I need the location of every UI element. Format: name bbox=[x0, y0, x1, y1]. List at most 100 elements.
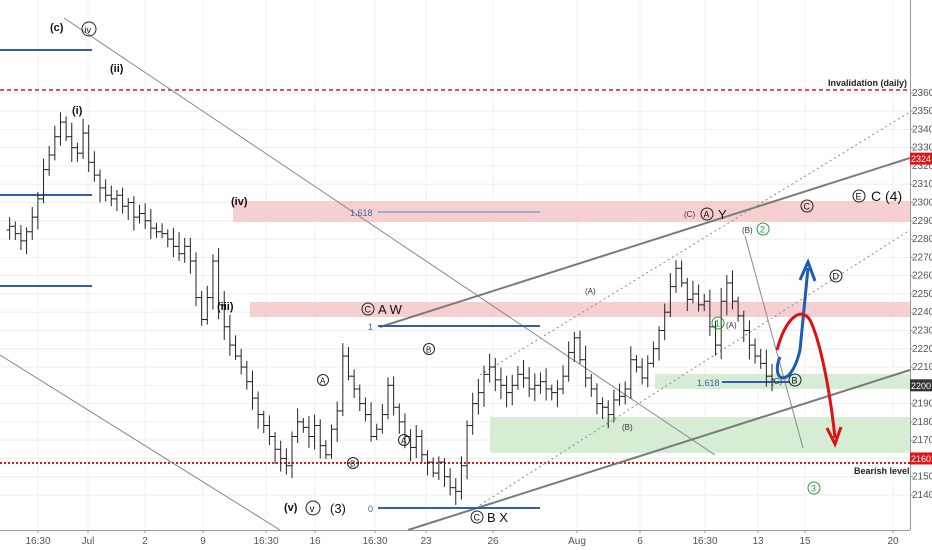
wave-label-c-top: (c) bbox=[50, 22, 64, 34]
time-axis[interactable]: 16:30 Jul 2 9 16:30 16 16:30 23 26 Aug 6 16:30 13 15 2… bbox=[0, 530, 910, 547]
candle bbox=[401, 413, 408, 449]
wave-label-c-paren2: (C) bbox=[771, 377, 782, 386]
price-axis[interactable]: 2140 2150 2160 2170 2180 2190 2200 2210 2220 2230… bbox=[910, 0, 932, 550]
candle bbox=[526, 367, 533, 397]
candle bbox=[334, 401, 341, 442]
price-tick-label: 2230 bbox=[912, 325, 932, 336]
candle bbox=[63, 116, 70, 141]
candle bbox=[610, 389, 617, 423]
candle bbox=[571, 331, 578, 362]
wave-label-iv-mid: (iv) bbox=[231, 196, 248, 208]
wave-label-a2: A bbox=[401, 437, 407, 446]
candle bbox=[130, 196, 137, 231]
wave-circle-c-bx bbox=[470, 510, 484, 524]
candle bbox=[255, 391, 262, 429]
price-tick-label: 2250 bbox=[912, 289, 932, 300]
candle bbox=[599, 397, 606, 420]
price-tags: 2324 2200 2160 bbox=[910, 152, 932, 465]
time-tick-label: Jul bbox=[82, 536, 95, 547]
candle bbox=[577, 330, 583, 364]
time-tick-label: 9 bbox=[200, 536, 206, 547]
time-tick-label: 13 bbox=[752, 536, 764, 547]
wave-circle-b2 bbox=[423, 343, 435, 355]
resistance-zone-upper bbox=[233, 201, 910, 222]
candle bbox=[503, 375, 510, 408]
wave-label-three-paren: (3) bbox=[330, 501, 346, 516]
price-tag-bg bbox=[910, 452, 932, 465]
candle bbox=[418, 429, 425, 463]
candle bbox=[74, 142, 81, 162]
candle bbox=[385, 377, 391, 420]
fib-1618-label-lower: 1.618 bbox=[697, 378, 720, 388]
candle bbox=[46, 145, 53, 176]
price-tick-label: 2280 bbox=[912, 234, 932, 245]
price-tick-label: 2300 bbox=[912, 198, 932, 209]
candle bbox=[729, 270, 736, 310]
wave-c-projection-line bbox=[744, 235, 804, 449]
candle bbox=[91, 151, 98, 182]
candle bbox=[752, 338, 759, 364]
price-tick-label: 2270 bbox=[912, 252, 932, 263]
time-tick-label: 16:30 bbox=[253, 536, 278, 547]
time-tick-label: 16:30 bbox=[692, 536, 717, 547]
candle bbox=[678, 260, 685, 287]
wave-label-c-bx: C bbox=[474, 513, 481, 523]
candle bbox=[435, 456, 442, 481]
candle bbox=[85, 124, 92, 172]
candle bbox=[119, 187, 126, 214]
candle bbox=[29, 207, 36, 240]
wave-label-e: E bbox=[856, 192, 862, 202]
price-tick-label: 2180 bbox=[912, 417, 932, 428]
candle bbox=[441, 458, 448, 487]
price-tick-label: 2350 bbox=[912, 106, 932, 117]
price-tick-label: 2320 bbox=[912, 161, 932, 172]
candle bbox=[667, 273, 674, 318]
wave-label-c-paren: (C) bbox=[684, 210, 695, 219]
wave-label-d: D bbox=[833, 272, 840, 282]
candle bbox=[289, 431, 295, 479]
time-tick-label: Aug bbox=[568, 536, 586, 547]
candle bbox=[193, 252, 199, 307]
candle bbox=[339, 343, 346, 417]
wave-label-c-right: C bbox=[804, 202, 811, 212]
candle bbox=[588, 373, 595, 397]
time-tick-label: 15 bbox=[799, 536, 811, 547]
price-tick-label: 2150 bbox=[912, 472, 932, 483]
price-tick-label: 2360 bbox=[912, 88, 932, 99]
candle bbox=[656, 326, 663, 361]
candle bbox=[396, 403, 403, 434]
wave-label-b3: B bbox=[792, 376, 798, 386]
candle bbox=[622, 381, 629, 405]
candle bbox=[294, 408, 301, 444]
candle bbox=[249, 370, 256, 410]
candle bbox=[520, 360, 527, 388]
wave-label-i: (i) bbox=[72, 105, 83, 117]
wave-circle-e bbox=[852, 189, 866, 203]
wave-circle-b1 bbox=[347, 457, 359, 469]
candle bbox=[413, 424, 420, 459]
candles bbox=[6, 112, 775, 505]
candle bbox=[362, 397, 369, 422]
wave-label-y: Y bbox=[718, 207, 727, 222]
candle bbox=[430, 457, 437, 478]
price-tick-label: 2240 bbox=[912, 307, 932, 318]
wave-label-b-paren2: (B) bbox=[742, 226, 753, 235]
candle bbox=[232, 335, 239, 360]
downtrend-line-upper bbox=[63, 17, 716, 456]
price-tick-label: 2170 bbox=[912, 435, 932, 446]
candle bbox=[379, 404, 386, 434]
candle bbox=[170, 227, 177, 258]
price-tick-label: 2290 bbox=[912, 216, 932, 227]
candle bbox=[204, 285, 211, 325]
candle bbox=[514, 365, 521, 390]
wave-circle-b3 bbox=[788, 373, 802, 387]
candle bbox=[560, 365, 567, 395]
candle bbox=[102, 179, 109, 202]
candle bbox=[447, 468, 454, 496]
candle bbox=[458, 456, 465, 500]
dotted-channel-lower bbox=[479, 229, 911, 506]
candle bbox=[390, 376, 397, 416]
candle bbox=[424, 450, 431, 476]
candle bbox=[238, 348, 245, 375]
candle bbox=[243, 361, 250, 390]
